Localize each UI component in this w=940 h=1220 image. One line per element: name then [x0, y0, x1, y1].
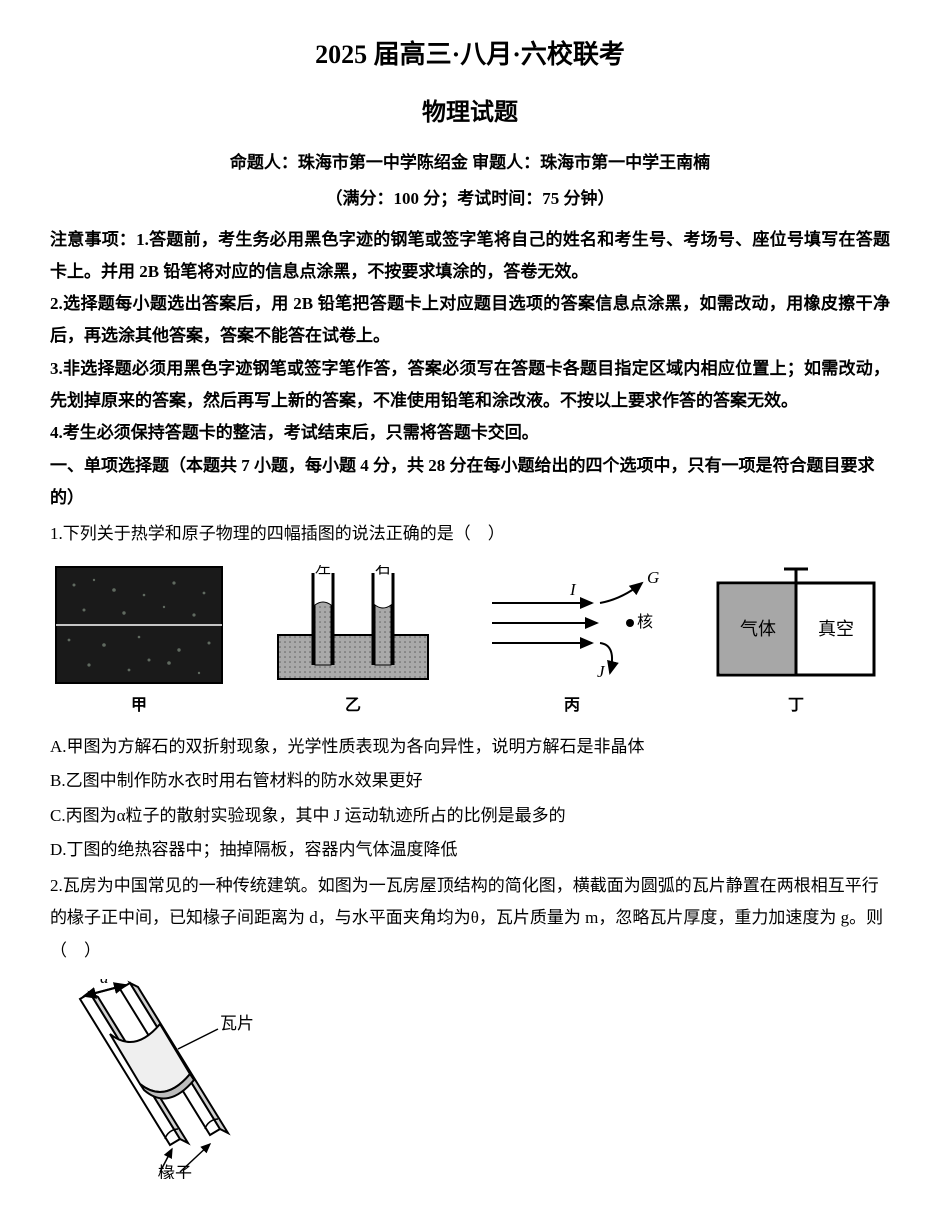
figure-jia: 甲	[54, 565, 224, 721]
q1-option-b: B.乙图中制作防水衣时用右管材料的防水效果更好	[50, 765, 890, 797]
notice-4: 4.考生必须保持答题卡的整洁，考试结束后，只需将答题卡交回。	[50, 417, 890, 449]
figure-ding: 气体 真空 丁	[706, 565, 886, 721]
label-d: d	[100, 979, 109, 987]
figure-yi: 左 右 乙	[268, 565, 438, 721]
label-G: G	[647, 568, 659, 587]
label-I: I	[569, 580, 577, 599]
label-J: J	[597, 662, 606, 681]
q1-stem: 1.下列关于热学和原子物理的四幅插图的说法正确的是（ ）	[50, 518, 890, 550]
figure-jia-label: 甲	[131, 691, 147, 721]
figure-ding-svg: 气体 真空	[706, 565, 886, 685]
author-line: 命题人：珠海市第一中学陈绍金 审题人：珠海市第一中学王南楠	[50, 147, 890, 179]
figure-bing: I G J 核 丙	[482, 565, 662, 721]
figure-bing-svg: I G J 核	[482, 565, 662, 685]
figure-jia-svg	[54, 565, 224, 685]
figure-yi-label: 乙	[345, 691, 361, 721]
label-right: 右	[375, 565, 391, 577]
notice-3: 3.非选择题必须用黑色字迹钢笔或签字笔作答，答案必须写在答题卡各题目指定区域内相…	[50, 353, 890, 418]
label-tile: 瓦片	[220, 1014, 254, 1033]
notice-1: 注意事项：1.答题前，考生务必用黑色字迹的钢笔或签字笔将自己的姓名和考生号、考场…	[50, 224, 890, 289]
label-gas: 气体	[740, 619, 776, 639]
q2-stem: 2.瓦房为中国常见的一种传统建筑。如图为一瓦房屋顶结构的简化图，横截面为圆弧的瓦…	[50, 870, 890, 967]
score-line: （满分：100 分；考试时间：75 分钟）	[50, 183, 890, 215]
figure-bing-label: 丙	[564, 691, 580, 721]
notice-2: 2.选择题每小题选出答案后，用 2B 铅笔把答题卡上对应题目选项的答案信息点涂黑…	[50, 288, 890, 353]
figure-yi-svg: 左 右	[268, 565, 438, 685]
label-core: 核	[637, 613, 653, 631]
label-rafter: 椽子	[158, 1164, 192, 1179]
q1-option-c: C.丙图为α粒子的散射实验现象，其中 J 运动轨迹所占的比例是最多的	[50, 800, 890, 832]
main-title: 2025 届高三·八月·六校联考	[50, 30, 890, 79]
label-left: 左	[315, 565, 331, 577]
label-vacuum: 真空	[818, 619, 854, 639]
sub-title: 物理试题	[50, 91, 890, 137]
q2-figure: d 瓦片 椽子	[60, 979, 890, 1190]
figure-ding-label: 丁	[788, 691, 804, 721]
section-1-title: 一、单项选择题（本题共 7 小题，每小题 4 分，共 28 分在每小题给出的四个…	[50, 450, 890, 515]
q2-figure-svg: d 瓦片 椽子	[60, 979, 260, 1179]
q1-figures: 甲 左 右 乙	[50, 565, 890, 721]
q1-option-d: D.丁图的绝热容器中；抽掉隔板，容器内气体温度降低	[50, 834, 890, 866]
q1-option-a: A.甲图为方解石的双折射现象，光学性质表现为各向异性，说明方解石是非晶体	[50, 731, 890, 763]
